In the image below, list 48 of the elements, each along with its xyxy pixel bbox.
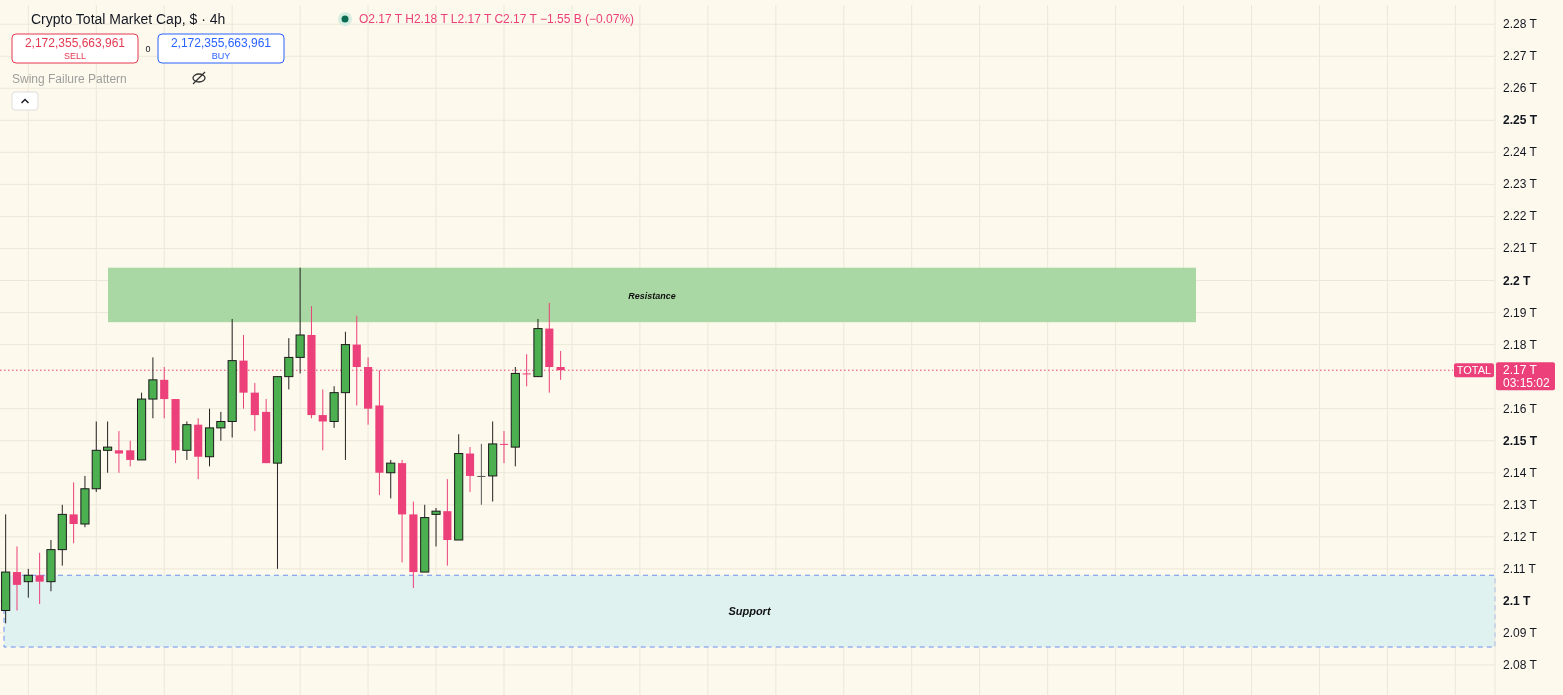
y-tick-label: 2.27 T bbox=[1503, 49, 1538, 64]
annotation: SELL bbox=[63, 51, 87, 61]
y-tick-label: 2.22 T bbox=[1503, 209, 1538, 224]
candlestick bbox=[35, 552, 44, 605]
candlestick bbox=[318, 388, 327, 451]
annotation: 2,172,355,663,961 bbox=[170, 36, 272, 50]
annotation: 2,172,355,663,961 bbox=[24, 36, 126, 50]
y-tick-label: 2.13 T bbox=[1503, 497, 1538, 512]
text: 03:15:02 bbox=[1503, 376, 1551, 391]
candlestick bbox=[114, 430, 123, 474]
candlestick bbox=[103, 420, 113, 474]
candlestick bbox=[12, 545, 22, 611]
candlestick bbox=[23, 568, 33, 599]
candlestick bbox=[499, 430, 509, 464]
y-tick-label: 2.09 T bbox=[1503, 625, 1538, 640]
annotation: BUY bbox=[211, 51, 231, 61]
y-tick-label: 2.24 T bbox=[1503, 145, 1538, 160]
text: Crypto Total Market Cap, $ · 4h bbox=[31, 11, 226, 27]
y-tick-label: 2.15 T bbox=[1503, 433, 1538, 448]
y-tick-label: 2.12 T bbox=[1503, 529, 1538, 544]
ref-line-label: TOTAL bbox=[1456, 364, 1492, 377]
y-tick-label: 2.19 T bbox=[1503, 305, 1538, 320]
y-tick-label: 2.14 T bbox=[1503, 465, 1538, 480]
text: 2.17 T bbox=[1503, 363, 1538, 378]
y-tick-label: 2.2 T bbox=[1503, 273, 1532, 288]
band-label: Support bbox=[728, 605, 772, 618]
y-tick-label: 2.18 T bbox=[1503, 337, 1538, 352]
annotation: 0 bbox=[145, 44, 151, 54]
candlestick bbox=[465, 446, 475, 493]
candlestick bbox=[250, 382, 259, 432]
candlestick bbox=[477, 443, 486, 506]
y-tick-label: 2.11 T bbox=[1503, 561, 1537, 576]
candlestick bbox=[148, 356, 158, 419]
y-tick-label: 2.21 T bbox=[1503, 241, 1538, 256]
text: O2.17 T H2.18 T L2.17 T C2.17 T −1.55 B (−0.07%) bbox=[359, 12, 635, 26]
band-label: Resistance bbox=[628, 290, 676, 301]
candlestick bbox=[431, 507, 441, 547]
candlestick bbox=[69, 481, 78, 544]
candlestick bbox=[126, 440, 135, 467]
y-tick-label: 2.1 T bbox=[1503, 593, 1532, 608]
candlestick bbox=[386, 459, 396, 499]
y-tick-label: 2.08 T bbox=[1503, 657, 1538, 672]
y-tick-label: 2.16 T bbox=[1503, 401, 1538, 416]
y-tick-label: 2.26 T bbox=[1503, 81, 1538, 96]
y-tick-label: 2.23 T bbox=[1503, 177, 1538, 192]
y-tick-label: 2.25 T bbox=[1503, 113, 1538, 128]
annotation: Swing Failure Pattern bbox=[12, 72, 127, 86]
y-tick-label: 2.28 T bbox=[1503, 17, 1538, 32]
